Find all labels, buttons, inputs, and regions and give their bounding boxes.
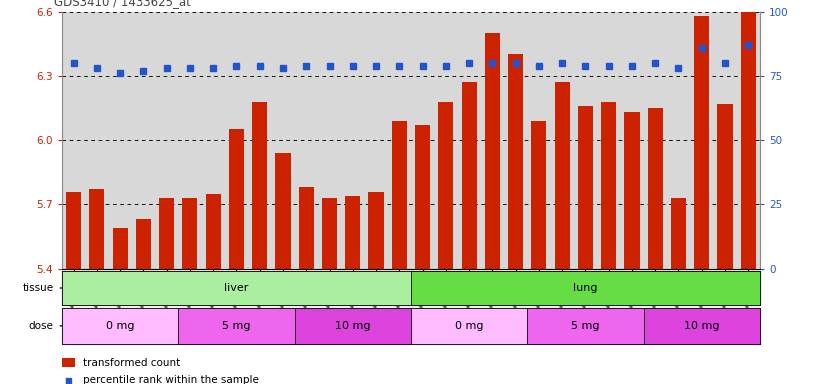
Text: lung: lung xyxy=(573,283,598,293)
Bar xyxy=(531,121,547,269)
Bar xyxy=(345,196,360,269)
Text: 5 mg: 5 mg xyxy=(222,321,251,331)
Text: 0 mg: 0 mg xyxy=(106,321,135,331)
Bar xyxy=(89,189,104,269)
Bar xyxy=(439,101,453,269)
Bar xyxy=(554,82,570,269)
Text: 10 mg: 10 mg xyxy=(684,321,719,331)
Bar xyxy=(648,108,662,269)
Bar xyxy=(178,308,295,344)
Bar xyxy=(392,121,407,269)
Text: GDS3410 / 1433625_at: GDS3410 / 1433625_at xyxy=(54,0,191,8)
Bar xyxy=(508,55,523,269)
Bar xyxy=(229,129,244,269)
Bar xyxy=(643,308,760,344)
Bar xyxy=(62,308,178,344)
Bar xyxy=(206,194,221,269)
Bar xyxy=(578,106,593,269)
Text: ■: ■ xyxy=(64,376,73,384)
Bar xyxy=(462,82,477,269)
Bar xyxy=(671,198,686,269)
Bar xyxy=(624,112,639,269)
Bar xyxy=(299,187,314,269)
Bar xyxy=(112,228,128,269)
Text: liver: liver xyxy=(224,283,249,293)
Bar xyxy=(718,104,733,269)
Text: 0 mg: 0 mg xyxy=(455,321,483,331)
Text: transformed count: transformed count xyxy=(83,358,180,368)
Bar xyxy=(295,308,411,344)
Bar xyxy=(527,308,643,344)
Text: percentile rank within the sample: percentile rank within the sample xyxy=(83,375,259,384)
Bar xyxy=(322,198,337,269)
Bar xyxy=(415,125,430,269)
Text: tissue: tissue xyxy=(22,283,54,293)
Bar xyxy=(159,198,174,269)
Text: 10 mg: 10 mg xyxy=(335,321,371,331)
Bar xyxy=(183,198,197,269)
Bar xyxy=(411,308,527,344)
Text: 5 mg: 5 mg xyxy=(571,321,600,331)
Bar xyxy=(135,220,151,269)
Bar xyxy=(741,12,756,269)
Bar xyxy=(275,153,291,269)
Bar xyxy=(601,101,616,269)
Bar xyxy=(66,192,81,269)
Text: dose: dose xyxy=(29,321,54,331)
Bar xyxy=(485,33,500,269)
Bar xyxy=(694,16,710,269)
Bar xyxy=(368,192,383,269)
Bar xyxy=(411,271,760,305)
Bar xyxy=(62,271,411,305)
Bar xyxy=(252,101,268,269)
